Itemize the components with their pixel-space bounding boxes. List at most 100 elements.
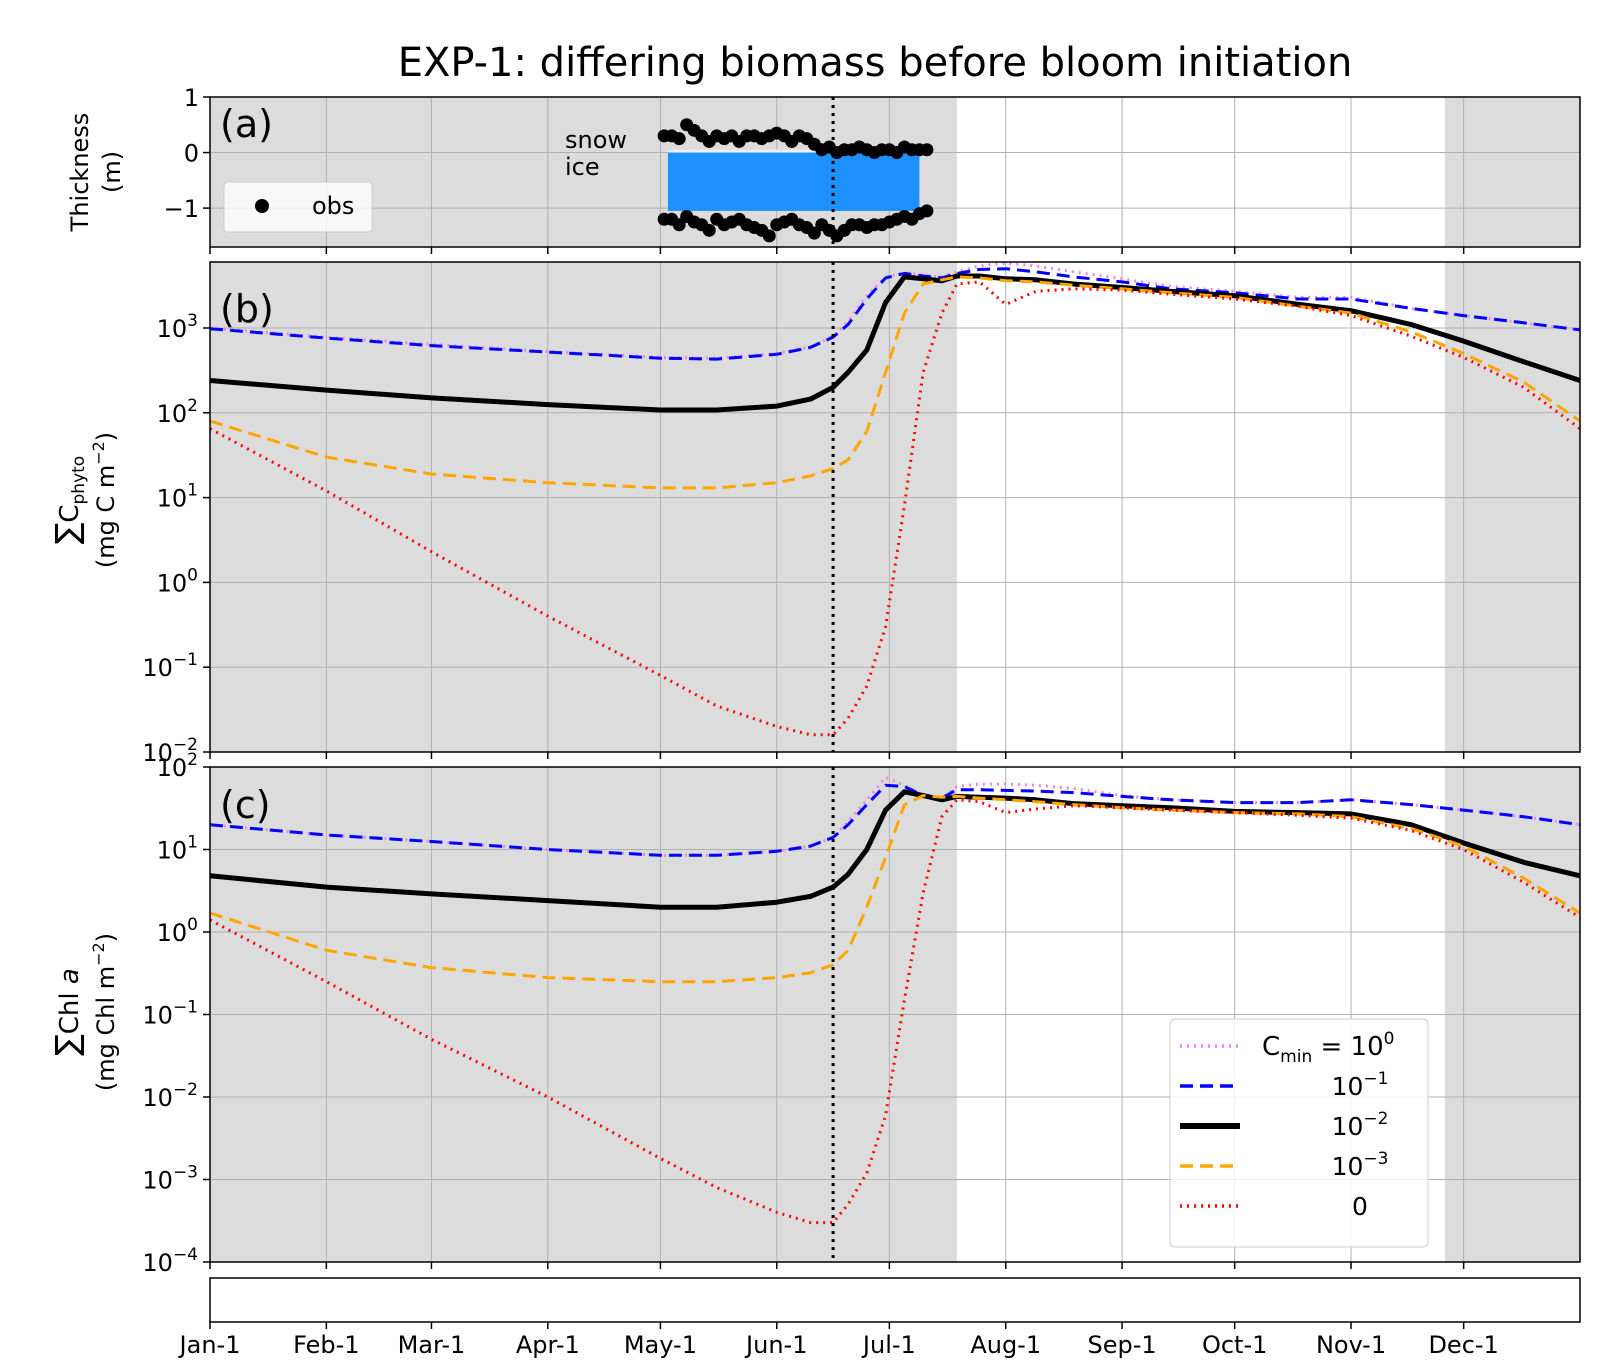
- panel-a-legend-box: [223, 181, 373, 233]
- obs-point-top: [920, 143, 934, 157]
- y-tick-label: 10−1: [142, 998, 198, 1030]
- legend-obs-marker: [255, 199, 269, 213]
- series-line: [209, 783, 1581, 857]
- obs-point-bottom: [672, 218, 686, 232]
- panel-c-ylabel-sum: ∑: [48, 1034, 86, 1056]
- legend-title-sup: 0: [1384, 1029, 1395, 1049]
- panel-b-y-ticks: 103 102 101 100 10−1 10−2: [142, 311, 210, 767]
- y-tick-label: 100: [157, 565, 198, 597]
- y-tick-label: 10−3: [142, 1163, 198, 1195]
- panel-c-units-sup: −2: [89, 942, 108, 966]
- legend-entry-label: 10−3: [1332, 1149, 1389, 1181]
- x-tick-label: Dec-1: [1428, 1331, 1498, 1359]
- panel-c-ylabel-chl: Chl: [55, 984, 85, 1034]
- y-tick-label: 1: [184, 84, 199, 112]
- svg-text:∑Cphyto: ∑Cphyto: [48, 456, 89, 544]
- y-tick-label: 10−1: [142, 650, 198, 682]
- x-tick-label: Feb-1: [293, 1331, 359, 1359]
- lines-legend-box: [1169, 1018, 1429, 1248]
- obs-point-bottom: [762, 229, 776, 243]
- x-tick-label: Aug-1: [970, 1331, 1041, 1359]
- panel-b-units-end: ): [92, 432, 120, 441]
- legend-entry-label: 10−2: [1332, 1109, 1389, 1141]
- x-tick-label: Sep-1: [1087, 1331, 1156, 1359]
- panel-c-units-text: (mg Chl m: [92, 966, 120, 1091]
- x-tick-label: Oct-1: [1202, 1331, 1267, 1359]
- snow-layer: [667, 149, 920, 153]
- legend-obs-label: obs: [312, 192, 354, 220]
- lines-legend: 10−110−210−30 Cmin = 100: [1169, 1018, 1429, 1248]
- panel-a-ylabel-line2: (m): [98, 151, 126, 193]
- shaded-period: [1444, 262, 1580, 752]
- obs-points: [657, 97, 934, 247]
- x-tick-label: Mar-1: [398, 1331, 466, 1359]
- y-tick-label: 102: [157, 396, 198, 428]
- panel-b-ylabel-sum: ∑: [48, 523, 86, 545]
- panel-c-ylabel-a: a: [55, 968, 85, 984]
- panel-c-ylabel: ∑Chl a: [48, 968, 86, 1056]
- ice-label: ice: [565, 153, 600, 181]
- obs-point-bottom: [702, 223, 716, 237]
- shaded-period: [1444, 97, 1580, 247]
- x-tick-label: Jul-1: [861, 1331, 916, 1359]
- svg-text:∑Chl a: ∑Chl a: [48, 968, 86, 1056]
- y-tick-label: 101: [157, 833, 198, 865]
- bottom-axis-frame: [209, 1277, 1581, 1323]
- obs-point-bottom: [920, 204, 934, 218]
- legend-title-eq: = 10: [1312, 1032, 1383, 1062]
- x-tick-label: Nov-1: [1316, 1331, 1386, 1359]
- legend-title-sub: min: [1280, 1047, 1312, 1067]
- snow-label: snow: [565, 126, 627, 154]
- panel-b-ylabel-sub: phyto: [69, 456, 89, 505]
- panel-c-ylabel-units: (mg Chl m−2): [89, 933, 120, 1091]
- legend-entry-label: 0: [1352, 1192, 1368, 1221]
- panel-c-chlorophyll: (c) 102 101 100 10−1 10−2 10−3 10−4 ∑Chl a (mg…: [48, 750, 1581, 1277]
- x-tick-label: Jun-1: [744, 1331, 807, 1359]
- panel-a-legend: obs: [223, 181, 373, 233]
- panel-a-thickness: (a) snow ice obs 1 0 −1 Thickness (m): [66, 84, 1581, 248]
- series-line: [209, 267, 1581, 361]
- y-tick-label: 103: [157, 311, 198, 343]
- panel-b-units-sup: −2: [89, 441, 108, 465]
- panel-b-lines: [209, 261, 1581, 752]
- y-tick-label: 101: [157, 481, 198, 513]
- panel-a-y-ticks: 1 0 −1: [164, 84, 210, 223]
- y-tick-label: 100: [157, 915, 198, 947]
- panel-b-label: (b): [220, 287, 274, 331]
- x-tick-label: May-1: [624, 1331, 697, 1359]
- y-tick-label: 10−2: [142, 735, 198, 767]
- lines-legend-rows: 10−1 10−2 10−3 0: [1180, 1044, 1389, 1221]
- bottom-axis: Jan-1 Feb-1 Mar-1 Apr-1 May-1 Jun-1 Jul-1 Aug-1…: [178, 247, 1581, 1359]
- y-tick-label: 102: [157, 750, 198, 782]
- y-tick-label: 10−4: [142, 1245, 198, 1277]
- panel-a-ylabel-line1: Thickness: [66, 113, 94, 233]
- panel-b-carbon: (b) 103 102 101 100 10−1 10−2 ∑Cphyto (mg C m…: [48, 261, 1581, 767]
- legend-title-c: C: [1262, 1032, 1280, 1062]
- obs-point-bottom: [807, 226, 821, 240]
- series-line: [209, 789, 1581, 910]
- panel-b-ylabel-units: (mg C m−2): [89, 432, 120, 568]
- x-axis-ticks: Jan-1 Feb-1 Mar-1 Apr-1 May-1 Jun-1 Jul-1 Aug-1…: [178, 247, 1499, 1359]
- series-line: [209, 798, 1581, 1225]
- x-tick-label: Apr-1: [516, 1331, 580, 1359]
- panel-c-lines: [209, 767, 1581, 1262]
- panel-c-frame: [209, 766, 1581, 1263]
- panel-c-units-end: ): [92, 933, 120, 942]
- ice-layer: [667, 152, 920, 211]
- panel-c-y-ticks: 102 101 100 10−1 10−2 10−3 10−4: [142, 750, 210, 1277]
- panel-a-frame: [209, 96, 1581, 248]
- obs-point-top: [672, 132, 686, 146]
- panel-a-label: (a): [220, 102, 273, 146]
- y-tick-label: 10−2: [142, 1080, 198, 1112]
- figure-title: EXP-1: differing biomass before bloom in…: [398, 40, 1353, 86]
- svg-text:(mg Chl m−2): (mg Chl m−2): [89, 933, 120, 1091]
- y-tick-label: 0: [184, 140, 199, 168]
- x-tick-label: Jan-1: [178, 1331, 241, 1359]
- legend-entry-label: 10−1: [1332, 1069, 1389, 1101]
- y-tick-label: −1: [164, 195, 199, 223]
- legend-title: Cmin = 100: [1262, 1029, 1394, 1067]
- series-line: [209, 275, 1581, 490]
- panel-b-units-text: (mg C m: [92, 465, 120, 568]
- panel-b-ylabel-c: C: [55, 504, 85, 522]
